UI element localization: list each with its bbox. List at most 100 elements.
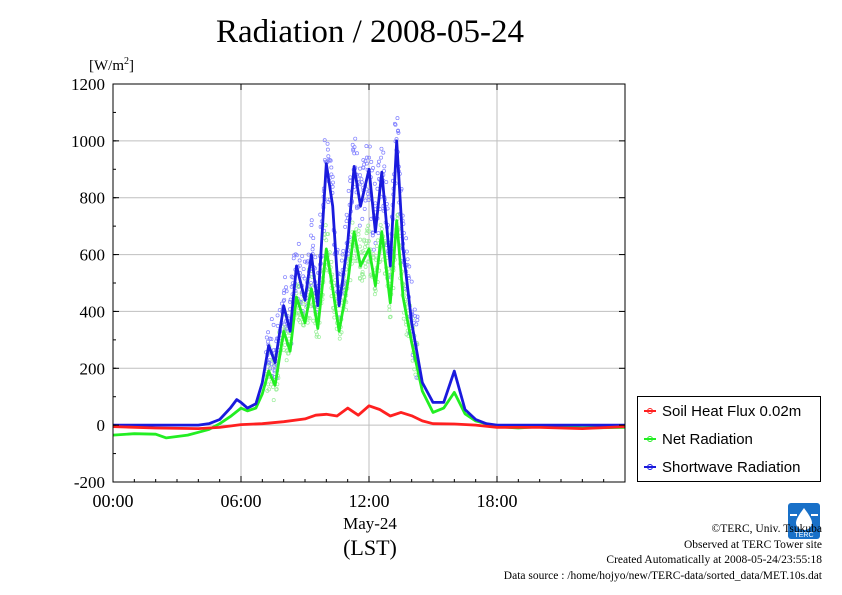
shortwave-raw-point: [281, 291, 286, 295]
legend-label-soil: Soil Heat Flux 0.02m: [662, 402, 802, 420]
credit-created: Created Automatically at 2008-05-24/23:5…: [606, 554, 822, 566]
shortwave-raw-point: [367, 144, 372, 149]
shortwave-raw-point: [326, 154, 331, 159]
shortwave-raw-point: [405, 257, 410, 262]
shortwave-raw-point: [358, 173, 363, 178]
shortwave-raw-point: [309, 281, 313, 286]
terc-logo: TERC: [788, 503, 820, 539]
shortwave-raw-point: [404, 249, 409, 254]
shortwave-raw-point: [340, 252, 345, 257]
shortwave-raw-point: [318, 212, 323, 217]
shortwave-raw-point: [279, 301, 284, 306]
legend-item-shortwave-radiation: Shortwave Radiation: [644, 457, 800, 477]
legend: Soil Heat Flux 0.02m Net Radiation Short…: [637, 396, 821, 482]
shortwave-raw-point: [369, 159, 374, 164]
net-raw-point: [325, 232, 330, 237]
net-raw-point: [363, 264, 368, 269]
net-raw-point: [324, 238, 329, 243]
net-raw-point: [357, 244, 362, 249]
net-raw-point: [274, 387, 279, 392]
net-raw-point: [387, 307, 392, 312]
shortwave-raw-point: [330, 174, 335, 179]
shortwave-raw-point: [302, 259, 307, 264]
shortwave-raw-point: [282, 297, 287, 302]
shortwave-raw-point: [359, 180, 364, 185]
y-tick-label: -200: [74, 473, 105, 492]
shortwave-raw-point: [352, 145, 357, 149]
net-raw-point: [366, 239, 371, 243]
shortwave-raw-point: [365, 155, 369, 160]
net-raw-point: [387, 304, 392, 309]
shortwave-raw-point: [264, 335, 269, 340]
net-raw-point: [374, 244, 379, 249]
net-raw-point: [327, 250, 332, 255]
shortwave-raw-point: [364, 161, 369, 166]
shortwave-raw-point: [353, 136, 358, 141]
net-raw-point: [372, 286, 377, 291]
shortwave-raw-point: [283, 275, 287, 280]
shortwave-raw-point: [415, 318, 420, 323]
axis-ticks: -200 0 200 400 600 800 1000 1200 00:00 06:00 12:00…: [71, 75, 626, 511]
y-tick-label: 400: [80, 302, 106, 321]
shortwave-raw-point: [271, 322, 276, 327]
shortwave-raw-point: [275, 323, 280, 328]
net-raw-point: [323, 223, 328, 228]
shortwave-raw-point: [341, 249, 346, 253]
net-raw-point: [360, 270, 365, 274]
shortwave-raw-point: [354, 204, 359, 209]
series-lines: [112, 139, 626, 440]
net-raw-point: [378, 223, 383, 228]
shortwave-raw-point: [412, 307, 417, 312]
credit-site: Observed at TERC Tower site: [683, 538, 822, 551]
y-tick-label: 200: [80, 359, 106, 378]
net-raw-point: [365, 229, 370, 233]
shortwave-raw-point: [366, 194, 371, 199]
shortwave-raw-point: [357, 223, 362, 228]
shortwave-raw-point: [328, 158, 333, 163]
net-raw-point: [329, 259, 334, 264]
chart-title: Radiation / 2008-05-24: [216, 14, 524, 50]
shortwave-raw-point: [327, 157, 332, 162]
x-tick-label: 00:00: [92, 491, 133, 511]
net-raw-point: [309, 283, 314, 288]
legend-label-shortwave: Shortwave Radiation: [662, 458, 801, 476]
shortwave-raw-point: [311, 236, 316, 241]
shortwave-raw-point: [373, 201, 378, 206]
shortwave-raw-point: [375, 171, 380, 176]
legend-label-net: Net Radiation: [662, 430, 753, 448]
net-raw-point: [299, 298, 304, 303]
y-tick-label: 1200: [71, 75, 105, 94]
net-raw-point: [360, 278, 365, 283]
shortwave-raw-point: [372, 181, 377, 186]
net-raw-point: [357, 275, 362, 280]
shortwave-raw-point: [348, 175, 353, 180]
net-raw-point: [301, 323, 306, 328]
shortwave-raw-point: [413, 314, 418, 319]
net-raw-point: [314, 334, 319, 339]
shortwave-raw-point: [267, 360, 272, 365]
x-tick-label: 18:00: [476, 491, 517, 511]
shortwave-raw-point: [362, 162, 367, 167]
net-raw-point: [284, 358, 289, 363]
shortwave-raw-point: [376, 163, 381, 168]
net-raw-point: [353, 259, 358, 263]
shortwave-raw-point: [310, 247, 315, 252]
shortwave-raw-point: [322, 138, 327, 143]
shortwave-raw-point: [352, 151, 357, 156]
shortwave-raw-point: [266, 330, 271, 335]
shortwave-raw-point: [371, 166, 375, 170]
legend-item-soil-heat-flux: Soil Heat Flux 0.02m: [644, 401, 801, 421]
net-raw-point: [350, 220, 355, 225]
shortwave-raw-point: [382, 164, 387, 169]
shortwave-raw-point: [297, 263, 302, 268]
shortwave-raw-point: [268, 366, 273, 371]
y-tick-label: 0: [97, 416, 106, 435]
net-raw-point: [316, 335, 321, 339]
shortwave-raw-point: [396, 128, 400, 133]
soil-heat-flux-line: [112, 404, 626, 430]
shortwave-raw-point: [364, 144, 369, 149]
shortwave-raw-point: [366, 198, 371, 203]
shortwave-raw-point: [294, 253, 299, 258]
legend-swatch-net: [644, 433, 656, 445]
